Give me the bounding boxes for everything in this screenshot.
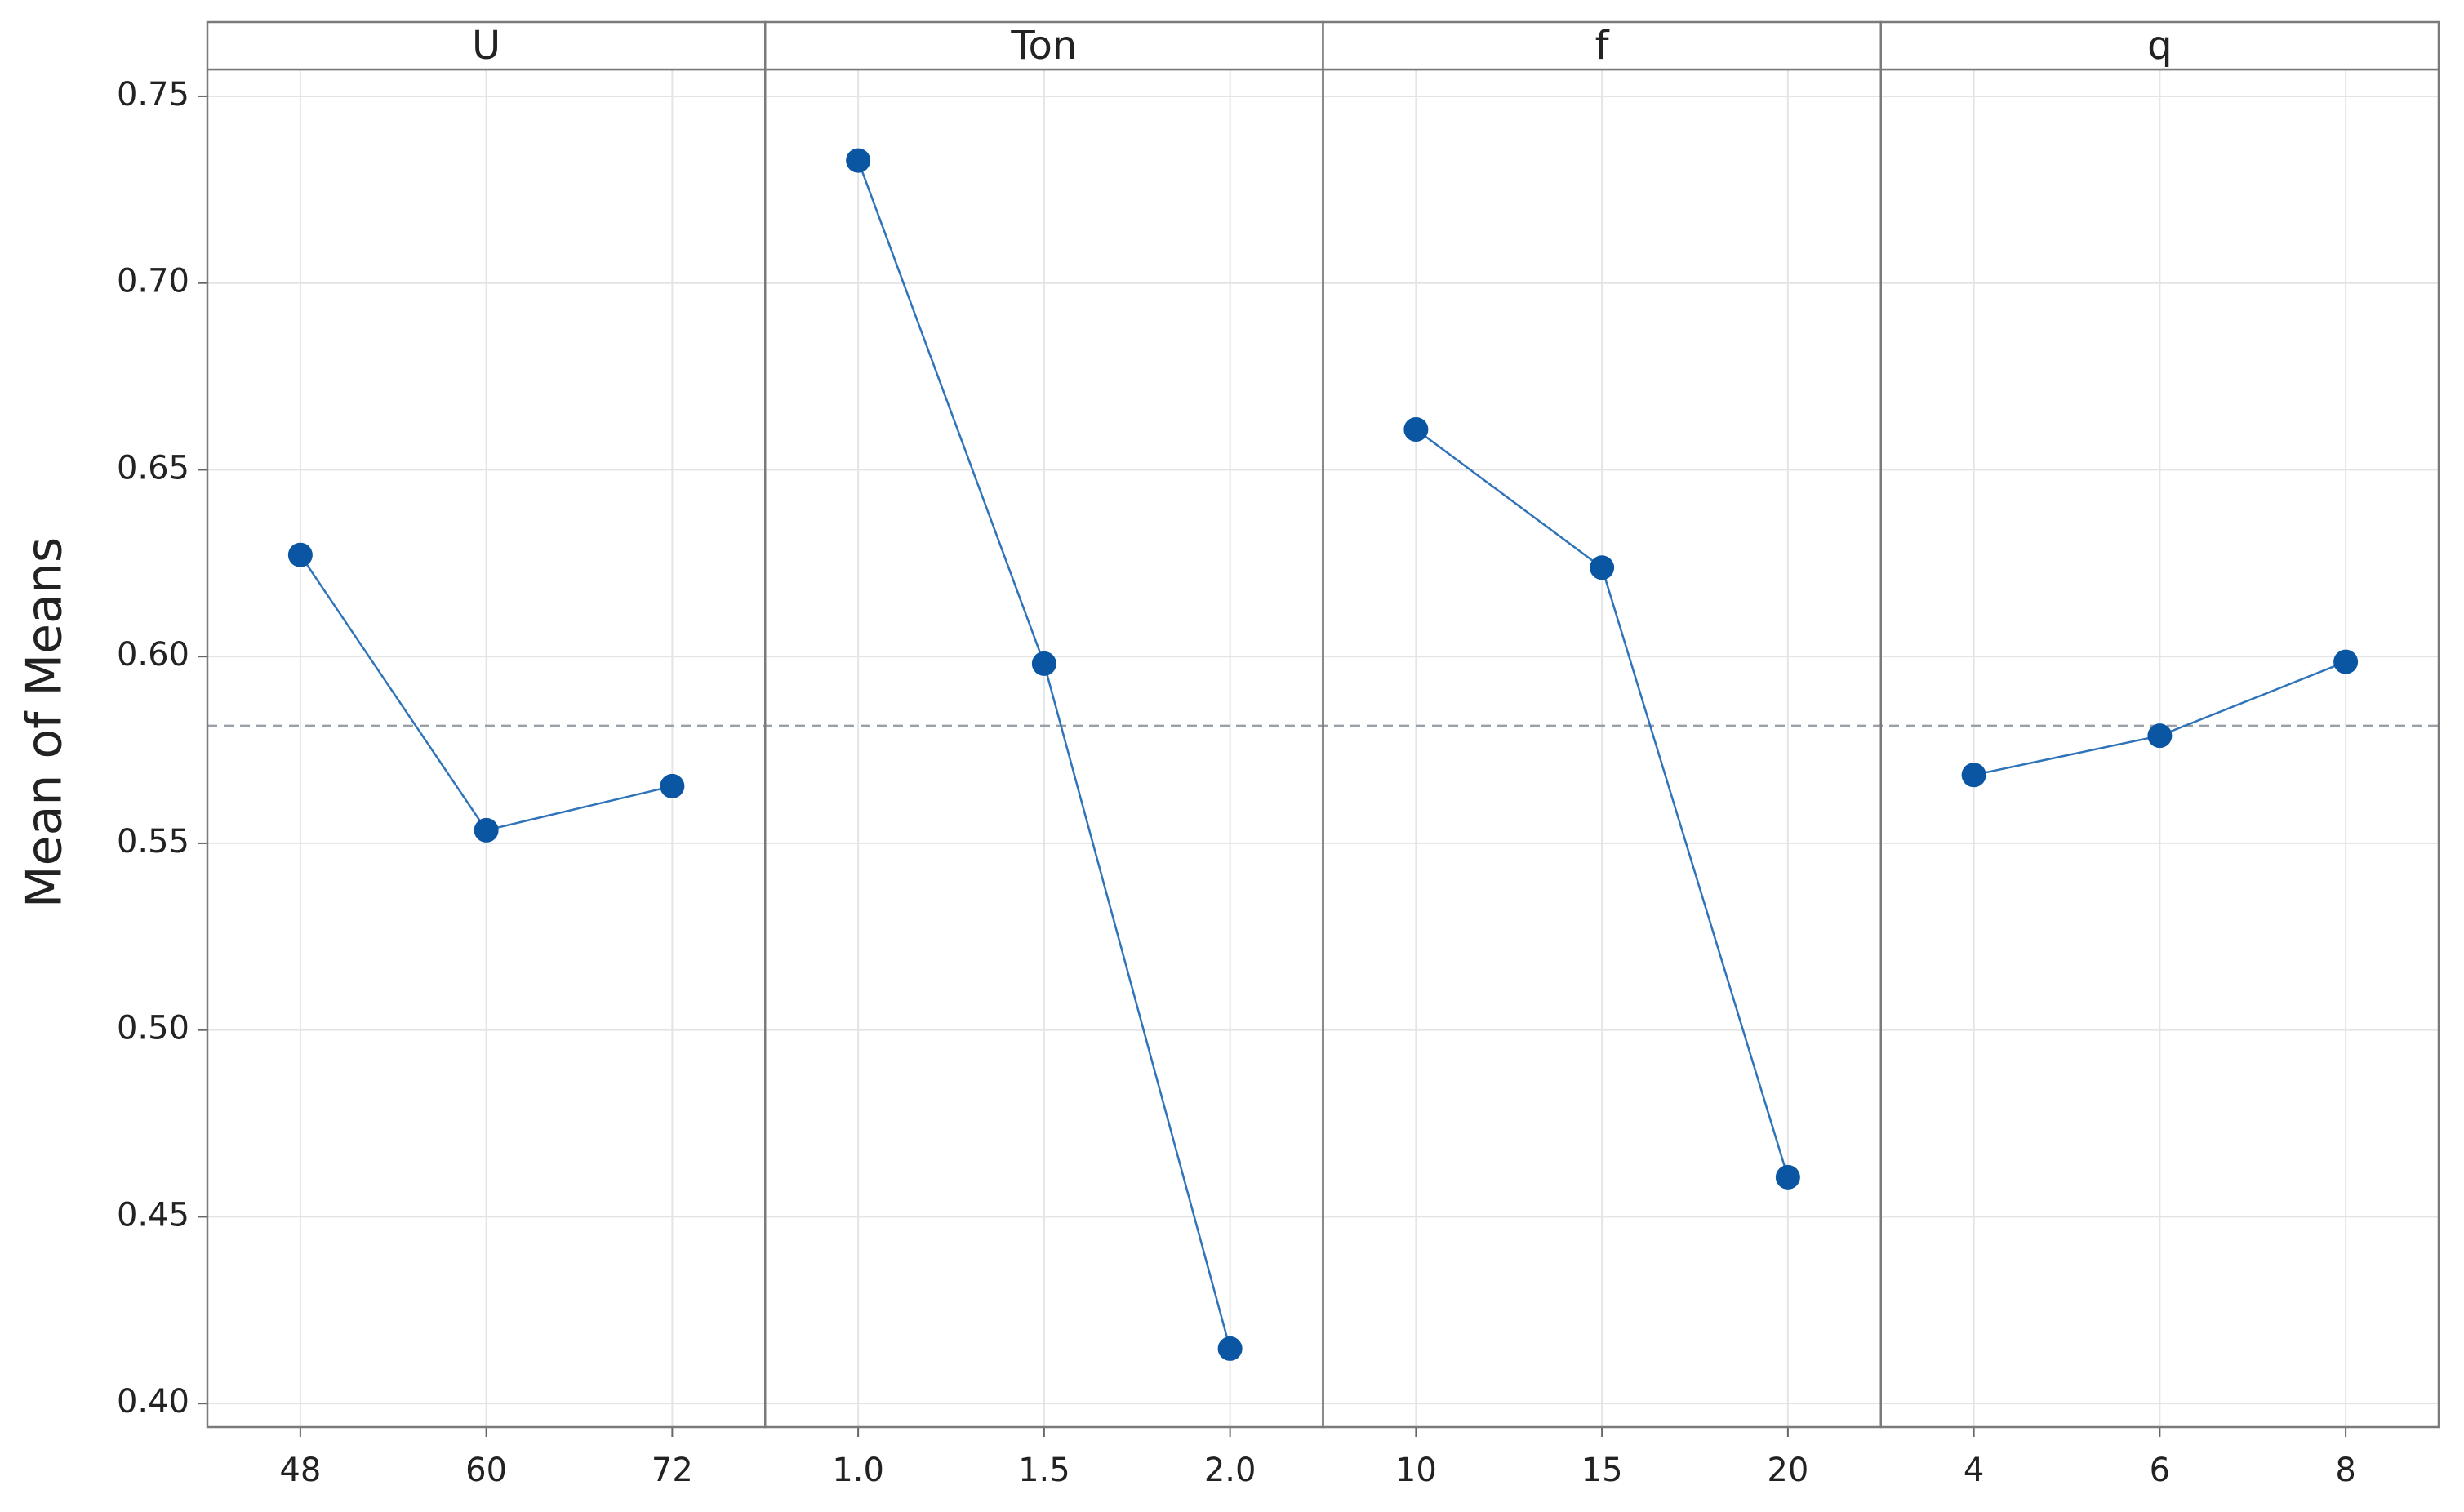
- marker: [2333, 649, 2359, 674]
- x-tick-label: 72: [652, 1452, 693, 1489]
- panel-title: f: [1595, 23, 1610, 69]
- marker: [1217, 1336, 1243, 1361]
- y-tick-label: 0.55: [117, 823, 189, 861]
- y-tick-label: 0.45: [117, 1196, 189, 1234]
- marker: [2147, 723, 2173, 749]
- x-tick-label: 15: [1581, 1452, 1623, 1489]
- panel-header: [1322, 20, 1882, 71]
- panel-header: [764, 20, 1324, 71]
- marker: [474, 817, 499, 843]
- panel-title: Ton: [1010, 23, 1077, 69]
- marker: [1031, 651, 1056, 676]
- marker: [1775, 1164, 1800, 1190]
- y-tick-label: 0.50: [117, 1010, 189, 1047]
- marker: [846, 148, 871, 173]
- y-tick-label: 0.40: [117, 1383, 189, 1421]
- panel-header: [206, 20, 767, 71]
- x-tick-label: 4: [1964, 1452, 1984, 1489]
- y-tick-label: 0.65: [117, 449, 189, 487]
- x-tick-label: 8: [2335, 1452, 2355, 1489]
- x-tick-label: 48: [279, 1452, 321, 1489]
- panel-title: U: [472, 23, 500, 69]
- y-tick-label: 0.60: [117, 636, 189, 674]
- y-tick-label: 0.75: [117, 76, 189, 113]
- marker: [287, 542, 313, 567]
- marker: [1961, 763, 1986, 788]
- marker: [660, 773, 685, 798]
- panel-header: [1879, 20, 2440, 71]
- x-tick-label: 20: [1767, 1452, 1808, 1489]
- x-tick-label: 1.5: [1018, 1452, 1070, 1489]
- marker: [1403, 417, 1429, 442]
- marker: [1590, 555, 1615, 580]
- y-axis-label: Mean of Means: [16, 537, 73, 908]
- x-tick-label: 6: [2150, 1452, 2170, 1489]
- x-tick-label: 1.0: [832, 1452, 884, 1489]
- x-tick-label: 2.0: [1204, 1452, 1256, 1489]
- y-tick-label: 0.70: [117, 263, 189, 300]
- panel-title: q: [2147, 23, 2172, 69]
- x-tick-label: 60: [465, 1452, 507, 1489]
- x-tick-label: 10: [1395, 1452, 1437, 1489]
